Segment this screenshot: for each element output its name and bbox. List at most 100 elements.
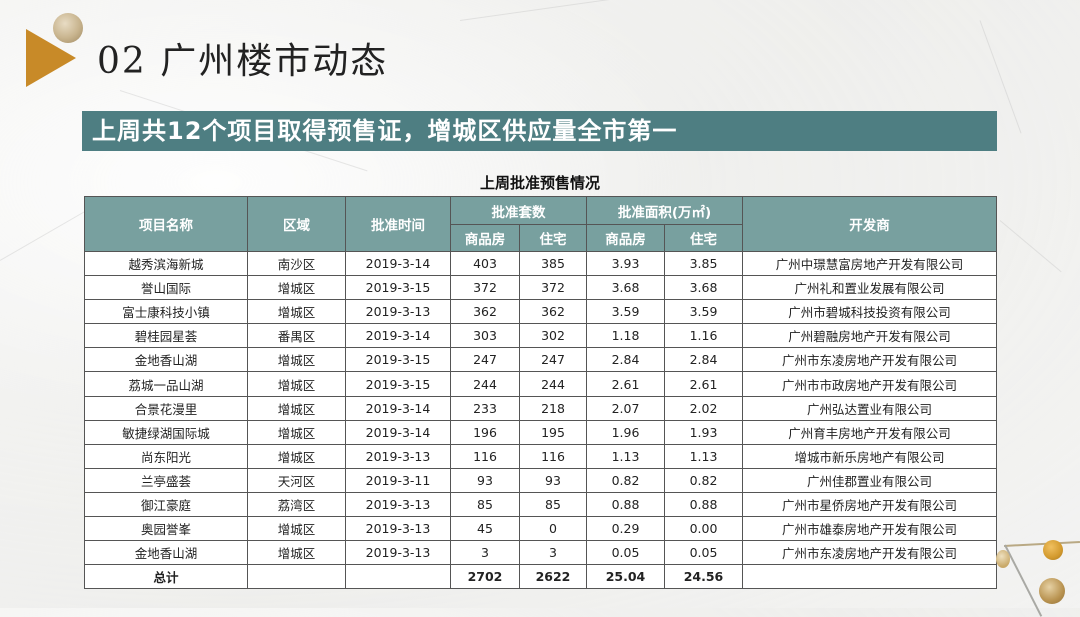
cell-district: 增城区 <box>247 275 346 301</box>
cell-project: 尚东阳光 <box>84 443 248 469</box>
decorative-sphere-icon <box>1039 578 1065 604</box>
cell-developer: 广州市东凌房地产开发有限公司 <box>742 347 997 373</box>
table-row: 碧桂园星荟 番禺区 2019-3-14 303 302 1.18 1.16 广州碧融房地产开发… <box>84 323 997 349</box>
cell-developer: 广州市星侨房地产开发有限公司 <box>742 491 997 518</box>
cell-district: 增城区 <box>247 516 346 542</box>
cell-area-residential: 3.59 <box>664 299 743 325</box>
cell-area-commercial: 3.93 <box>586 250 665 277</box>
cell-project: 誉山国际 <box>84 275 248 301</box>
cell-developer: 广州碧融房地产开发有限公司 <box>742 323 997 349</box>
cell-project: 奥园誉峯 <box>84 516 248 542</box>
marble-vein <box>459 0 659 21</box>
cell-area-residential: 2.02 <box>664 395 743 421</box>
cell-date: 2019-3-14 <box>345 323 451 349</box>
cell-date: 2019-3-13 <box>345 443 451 469</box>
total-district <box>247 564 346 590</box>
cell-area-residential: 1.13 <box>664 443 743 469</box>
cell-units-residential: 372 <box>519 275 587 301</box>
cell-units-commercial: 244 <box>450 371 520 397</box>
cell-district: 增城区 <box>247 419 346 445</box>
cell-date: 2019-3-13 <box>345 299 451 325</box>
cell-date: 2019-3-11 <box>345 467 451 493</box>
cell-district: 增城区 <box>247 443 346 469</box>
cell-units-residential: 195 <box>519 419 587 445</box>
total-row: 总计 2702 2622 25.04 24.56 <box>84 564 997 590</box>
header-area-residential: 住宅 <box>664 224 743 252</box>
cell-developer: 广州佳郡置业有限公司 <box>742 467 997 493</box>
cell-units-commercial: 372 <box>450 275 520 301</box>
cell-area-residential: 2.61 <box>664 371 743 397</box>
cell-units-residential: 116 <box>519 443 587 469</box>
cell-units-commercial: 247 <box>450 347 520 373</box>
cell-area-commercial: 2.07 <box>586 395 665 421</box>
cell-area-residential: 1.16 <box>664 323 743 349</box>
cell-units-commercial: 116 <box>450 443 520 469</box>
cell-project: 越秀滨海新城 <box>84 250 248 277</box>
cell-units-residential: 93 <box>519 467 587 493</box>
headline-banner: 上周共12个项目取得预售证，增城区供应量全市第一 <box>82 111 997 151</box>
header-district: 区域 <box>247 196 346 252</box>
cell-date: 2019-3-14 <box>345 395 451 421</box>
cell-district: 增城区 <box>247 371 346 397</box>
table-row: 富士康科技小镇 增城区 2019-3-13 362 362 3.59 3.59 广州市碧城科技… <box>84 299 997 325</box>
cell-area-commercial: 1.18 <box>586 323 665 349</box>
cell-developer: 广州市碧城科技投资有限公司 <box>742 299 997 325</box>
cell-area-commercial: 3.68 <box>586 275 665 301</box>
table-row: 尚东阳光 增城区 2019-3-13 116 116 1.13 1.13 增城市新乐房地产有限… <box>84 443 997 469</box>
table-row: 金地香山湖 增城区 2019-3-13 3 3 0.05 0.05 广州市东凌房地产开发有限公… <box>84 540 997 566</box>
header-project: 项目名称 <box>84 196 248 252</box>
cell-district: 荔湾区 <box>247 491 346 518</box>
cell-area-commercial: 2.84 <box>586 347 665 373</box>
table-title: 上周批准预售情况 <box>479 174 600 192</box>
table-row: 誉山国际 增城区 2019-3-15 372 372 3.68 3.68 广州礼和置业发展有限… <box>84 275 997 301</box>
cell-project: 金地香山湖 <box>84 347 248 373</box>
cell-units-commercial: 45 <box>450 516 520 542</box>
cell-units-residential: 247 <box>519 347 587 373</box>
table-row: 合景花漫里 增城区 2019-3-14 233 218 2.07 2.02 广州弘达置业有限公… <box>84 395 997 421</box>
table-row: 越秀滨海新城 南沙区 2019-3-14 403 385 3.93 3.85 广州中璟慧富房地… <box>84 250 997 277</box>
cell-units-commercial: 93 <box>450 467 520 493</box>
cell-area-commercial: 0.05 <box>586 540 665 566</box>
cell-developer: 广州育丰房地产开发有限公司 <box>742 419 997 445</box>
cell-units-commercial: 196 <box>450 419 520 445</box>
total-date <box>345 564 451 590</box>
total-units-commercial: 2702 <box>450 564 520 590</box>
marble-vein <box>999 220 1062 273</box>
cell-project: 金地香山湖 <box>84 540 248 566</box>
cell-date: 2019-3-13 <box>345 516 451 542</box>
cell-date: 2019-3-13 <box>345 540 451 566</box>
cell-district: 增城区 <box>247 395 346 421</box>
decorative-sphere-icon <box>1043 540 1063 560</box>
header-area-group: 批准面积(万㎡) <box>586 196 743 225</box>
cell-area-commercial: 0.29 <box>586 516 665 542</box>
cell-district: 增城区 <box>247 347 346 373</box>
cell-district: 番禺区 <box>247 323 346 349</box>
cell-date: 2019-3-14 <box>345 250 451 277</box>
header-area-commercial: 商品房 <box>586 224 665 252</box>
cell-area-residential: 1.93 <box>664 419 743 445</box>
cell-area-residential: 0.05 <box>664 540 743 566</box>
total-developer <box>742 564 997 590</box>
cell-units-commercial: 3 <box>450 540 520 566</box>
page-title: 02 广州楼市动态 <box>97 41 389 82</box>
cell-developer: 广州弘达置业有限公司 <box>742 395 997 421</box>
decorative-sphere-icon <box>53 13 83 43</box>
cell-units-residential: 302 <box>519 323 587 349</box>
cell-developer: 广州市市政房地产开发有限公司 <box>742 371 997 397</box>
cell-date: 2019-3-15 <box>345 275 451 301</box>
cell-units-commercial: 362 <box>450 299 520 325</box>
total-label: 总计 <box>84 564 248 590</box>
header-units-residential: 住宅 <box>519 224 587 252</box>
decorative-line <box>1004 544 1043 617</box>
cell-units-commercial: 303 <box>450 323 520 349</box>
cell-area-residential: 0.88 <box>664 491 743 518</box>
cell-area-residential: 2.84 <box>664 347 743 373</box>
cell-date: 2019-3-14 <box>345 419 451 445</box>
cell-date: 2019-3-15 <box>345 347 451 373</box>
cell-district: 南沙区 <box>247 250 346 277</box>
cell-units-residential: 244 <box>519 371 587 397</box>
cell-developer: 增城市新乐房地产有限公司 <box>742 443 997 469</box>
total-area-commercial: 25.04 <box>586 564 665 590</box>
cell-district: 增城区 <box>247 540 346 566</box>
cell-developer: 广州中璟慧富房地产开发有限公司 <box>742 250 997 277</box>
